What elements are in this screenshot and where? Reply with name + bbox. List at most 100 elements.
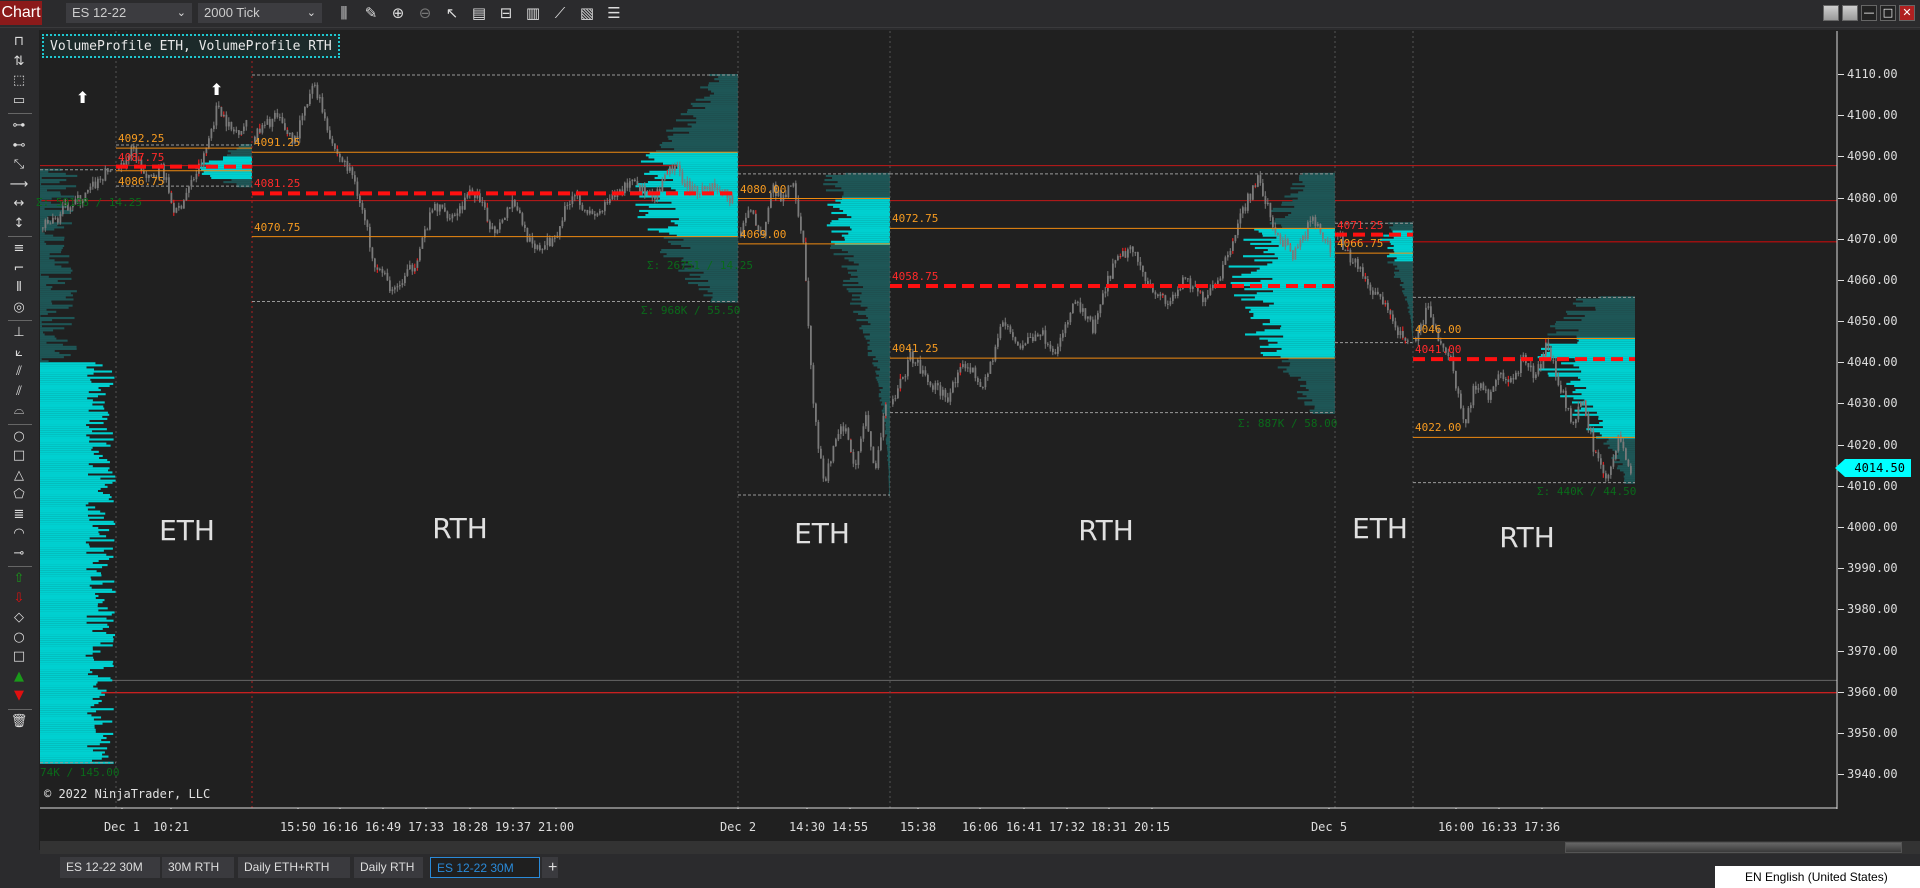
price-bar-body bbox=[1394, 321, 1397, 328]
interval-selector[interactable]: 2000 Tick ⌄ bbox=[198, 3, 322, 23]
arrow-down-icon[interactable]: ⇩ bbox=[13, 590, 25, 606]
vertical-line-icon[interactable]: ↕ bbox=[13, 215, 25, 231]
price-bar-body bbox=[777, 189, 780, 197]
profile-bar bbox=[40, 584, 90, 587]
trend-channel-icon[interactable]: ⫽ bbox=[16, 383, 22, 399]
text-icon[interactable]: ≣ bbox=[13, 506, 25, 522]
price-bar-body bbox=[1252, 185, 1254, 200]
diamond-icon[interactable]: ◇ bbox=[14, 610, 24, 625]
andrews-pitchfork-icon[interactable]: ⊥ bbox=[13, 325, 25, 340]
properties-icon[interactable]: ▤ bbox=[471, 4, 487, 22]
fibonacci-extension-icon[interactable]: ⌐ bbox=[13, 260, 25, 276]
time-cycles-icon[interactable]: ⌓ bbox=[13, 403, 25, 418]
arrow-up-icon[interactable]: ⇧ bbox=[13, 571, 25, 586]
ruler-icon[interactable]: ⊓ bbox=[13, 34, 25, 49]
price-bar-body bbox=[1229, 250, 1232, 256]
chart-panel[interactable] bbox=[39, 30, 1920, 850]
profile-bar bbox=[40, 613, 112, 616]
chevron-down-icon: ⌄ bbox=[306, 7, 316, 19]
instrument-selector[interactable]: ES 12-22 ⌄ bbox=[66, 3, 192, 23]
line-icon[interactable]: ⊶ bbox=[12, 118, 26, 133]
horizontal-line-icon[interactable]: ↔ bbox=[13, 196, 25, 211]
price-bar-body bbox=[1302, 235, 1304, 241]
indicators-icon[interactable]: ▧ bbox=[579, 4, 595, 22]
price-bar-body bbox=[213, 125, 215, 130]
rectangle-icon[interactable]: □ bbox=[12, 448, 26, 463]
fibonacci-time-icon[interactable]: ⦀ bbox=[16, 280, 22, 295]
profile-bar bbox=[201, 162, 252, 165]
profile-bar bbox=[40, 302, 53, 305]
chart-tab[interactable]: Daily RTH bbox=[354, 857, 423, 878]
add-tab-button[interactable]: + bbox=[542, 857, 558, 878]
path-icon[interactable]: ⊸ bbox=[13, 545, 25, 561]
pencil-icon[interactable]: ✎ bbox=[364, 4, 378, 22]
price-chart[interactable] bbox=[40, 31, 1838, 809]
profile-bar bbox=[846, 214, 890, 217]
price-bar-body bbox=[130, 146, 133, 157]
arc-icon[interactable]: ◠ bbox=[13, 526, 25, 541]
profile-bar bbox=[886, 446, 890, 449]
minimize-button[interactable]: — bbox=[1861, 5, 1877, 21]
price-bar-body bbox=[1294, 248, 1297, 260]
scrollbar-thumb[interactable] bbox=[1565, 842, 1902, 853]
ellipse-icon[interactable]: ○ bbox=[13, 428, 25, 444]
horizontal-scrollbar[interactable] bbox=[40, 841, 1920, 854]
profile-bar bbox=[40, 607, 108, 610]
polygon-icon[interactable]: ⬠ bbox=[13, 487, 25, 502]
price-bar-body bbox=[168, 177, 170, 193]
extended-line-icon[interactable]: ⤡ bbox=[13, 157, 25, 172]
chart-tab[interactable]: 30M RTH bbox=[162, 857, 234, 878]
gann-fan-icon[interactable]: ⟀ bbox=[15, 344, 23, 360]
menu-list-icon[interactable]: ☰ bbox=[607, 4, 621, 22]
region-highlight-x-icon[interactable]: ▭ bbox=[12, 92, 26, 108]
arrow-line-icon[interactable]: ⟶ bbox=[9, 176, 29, 192]
pointer-icon[interactable]: ↖ bbox=[445, 4, 459, 22]
regression-channel-icon[interactable]: ⫽ bbox=[16, 364, 22, 379]
profile-bar bbox=[40, 666, 104, 670]
profile-bar bbox=[693, 115, 738, 118]
price-bar-body bbox=[163, 163, 165, 180]
price-bar-body bbox=[436, 203, 439, 212]
profile-bar bbox=[1277, 366, 1335, 369]
square-icon[interactable]: □ bbox=[12, 649, 26, 664]
price-bar-body bbox=[1520, 359, 1522, 374]
tile-b-button[interactable] bbox=[1842, 5, 1858, 21]
profile-bar bbox=[654, 158, 738, 161]
price-bar-body bbox=[1079, 302, 1082, 312]
data-box-icon[interactable]: ▥ bbox=[525, 4, 541, 22]
triangle-down-icon[interactable]: ▼ bbox=[14, 688, 24, 703]
price-bar-body bbox=[1267, 202, 1269, 205]
chart-tab[interactable]: Daily ETH+RTH bbox=[238, 857, 350, 878]
remove-drawings-icon[interactable]: 🗑 bbox=[10, 713, 28, 729]
close-button[interactable]: ✕ bbox=[1899, 5, 1915, 21]
bars-type-icon[interactable]: ⫼ bbox=[340, 4, 348, 22]
profile-bar bbox=[40, 469, 109, 472]
strategies-icon[interactable]: ⟋ bbox=[554, 4, 566, 22]
risk-reward-icon[interactable]: ⇅ bbox=[13, 53, 25, 69]
zoom-in-icon[interactable]: ⊕ bbox=[391, 4, 405, 22]
chart-menu-button[interactable]: Chart bbox=[0, 1, 42, 25]
tile-a-button[interactable] bbox=[1823, 5, 1839, 21]
chart-tab[interactable]: ES 12-22 30M bbox=[430, 857, 540, 878]
ray-icon[interactable]: ⊷ bbox=[12, 137, 26, 153]
price-bar-body bbox=[1450, 356, 1452, 358]
fibonacci-circle-icon[interactable]: ◎ bbox=[13, 299, 25, 315]
chart-trader-icon[interactable]: ⊟ bbox=[499, 4, 513, 22]
price-bar-body bbox=[701, 186, 704, 194]
zoom-out-icon[interactable]: ⊖ bbox=[418, 4, 432, 22]
region-highlight-y-icon[interactable]: ⬚ bbox=[12, 73, 26, 88]
profile-bar bbox=[687, 109, 738, 112]
profile-bar bbox=[1278, 244, 1335, 247]
triangle-icon[interactable]: △ bbox=[14, 467, 24, 483]
dot-icon[interactable]: ○ bbox=[13, 629, 25, 645]
fibonacci-retracement-icon[interactable]: ≡ bbox=[13, 241, 25, 256]
language-indicator[interactable]: EN English (United States) bbox=[1715, 866, 1920, 888]
maximize-button[interactable]: □ bbox=[1880, 5, 1896, 21]
chart-tab[interactable]: ES 12-22 30M bbox=[60, 857, 160, 878]
profile-bar bbox=[880, 391, 890, 394]
price-bar-body bbox=[1475, 385, 1477, 390]
indicator-label[interactable]: VolumeProfile ETH, VolumeProfile RTH bbox=[42, 34, 340, 58]
price-bar-body bbox=[1482, 383, 1485, 390]
price-bar-body bbox=[1297, 246, 1299, 249]
triangle-up-icon[interactable]: ▲ bbox=[14, 668, 24, 684]
